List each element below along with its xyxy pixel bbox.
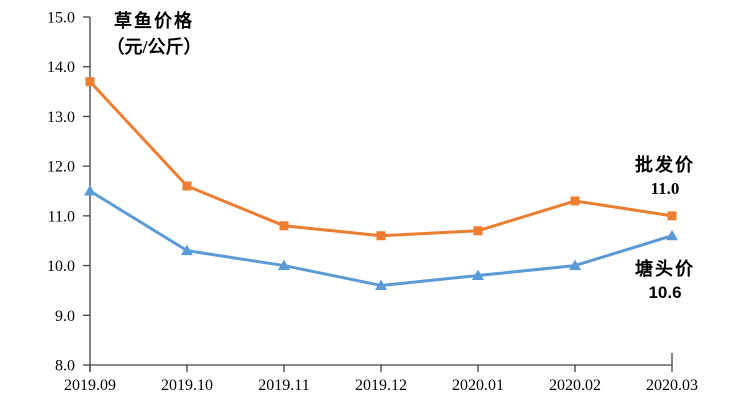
marker-triangle (375, 279, 387, 290)
x-tick-label: 2019.11 (258, 377, 309, 394)
y-tick-label: 13.0 (47, 109, 75, 126)
y-tick-label: 15.0 (47, 10, 75, 27)
marker-triangle (181, 244, 193, 256)
marker-triangle (84, 185, 96, 196)
series-line-0 (88, 80, 674, 238)
marker-triangle (278, 259, 290, 271)
series-name-wholesale: 批发价 (635, 155, 695, 175)
x-tick-label: 2019.09 (64, 377, 116, 394)
y-tick-label: 8.0 (55, 358, 75, 375)
marker-square (570, 196, 580, 206)
marker-square (473, 226, 483, 236)
y-tick-label: 10.0 (47, 258, 75, 275)
chart-title-line2: （元/公斤） (106, 37, 202, 57)
x-tick-label: 2019.12 (355, 377, 407, 394)
marker-square (376, 231, 386, 241)
y-tick-label: 12.0 (47, 159, 75, 176)
marker-square (182, 181, 192, 191)
marker-square (279, 221, 289, 231)
chart-title-line1: 草鱼价格 (114, 11, 194, 31)
chart-title: 草鱼价格 （元/公斤） (92, 8, 216, 60)
marker-triangle (569, 259, 581, 271)
x-tick-label: 2020.01 (452, 377, 504, 394)
y-tick-label: 9.0 (55, 308, 75, 325)
series-label-pond: 塘头价 10.6 (613, 258, 717, 303)
series-name-pond: 塘头价 (635, 259, 695, 279)
marker-triangle (666, 229, 678, 241)
x-tick-label: 2019.10 (161, 377, 213, 394)
series-end-value-wholesale: 11.0 (650, 179, 680, 198)
marker-square (85, 77, 95, 87)
y-tick-label: 11.0 (48, 208, 75, 225)
marker-square (667, 211, 677, 221)
y-tick-label: 14.0 (47, 59, 75, 76)
marker-triangle (472, 269, 484, 281)
x-tick-label: 2020.03 (646, 377, 698, 394)
series-end-value-pond: 10.6 (648, 283, 682, 302)
series-label-wholesale: 批发价 11.0 (613, 154, 717, 199)
x-tick-label: 2020.02 (549, 377, 601, 394)
